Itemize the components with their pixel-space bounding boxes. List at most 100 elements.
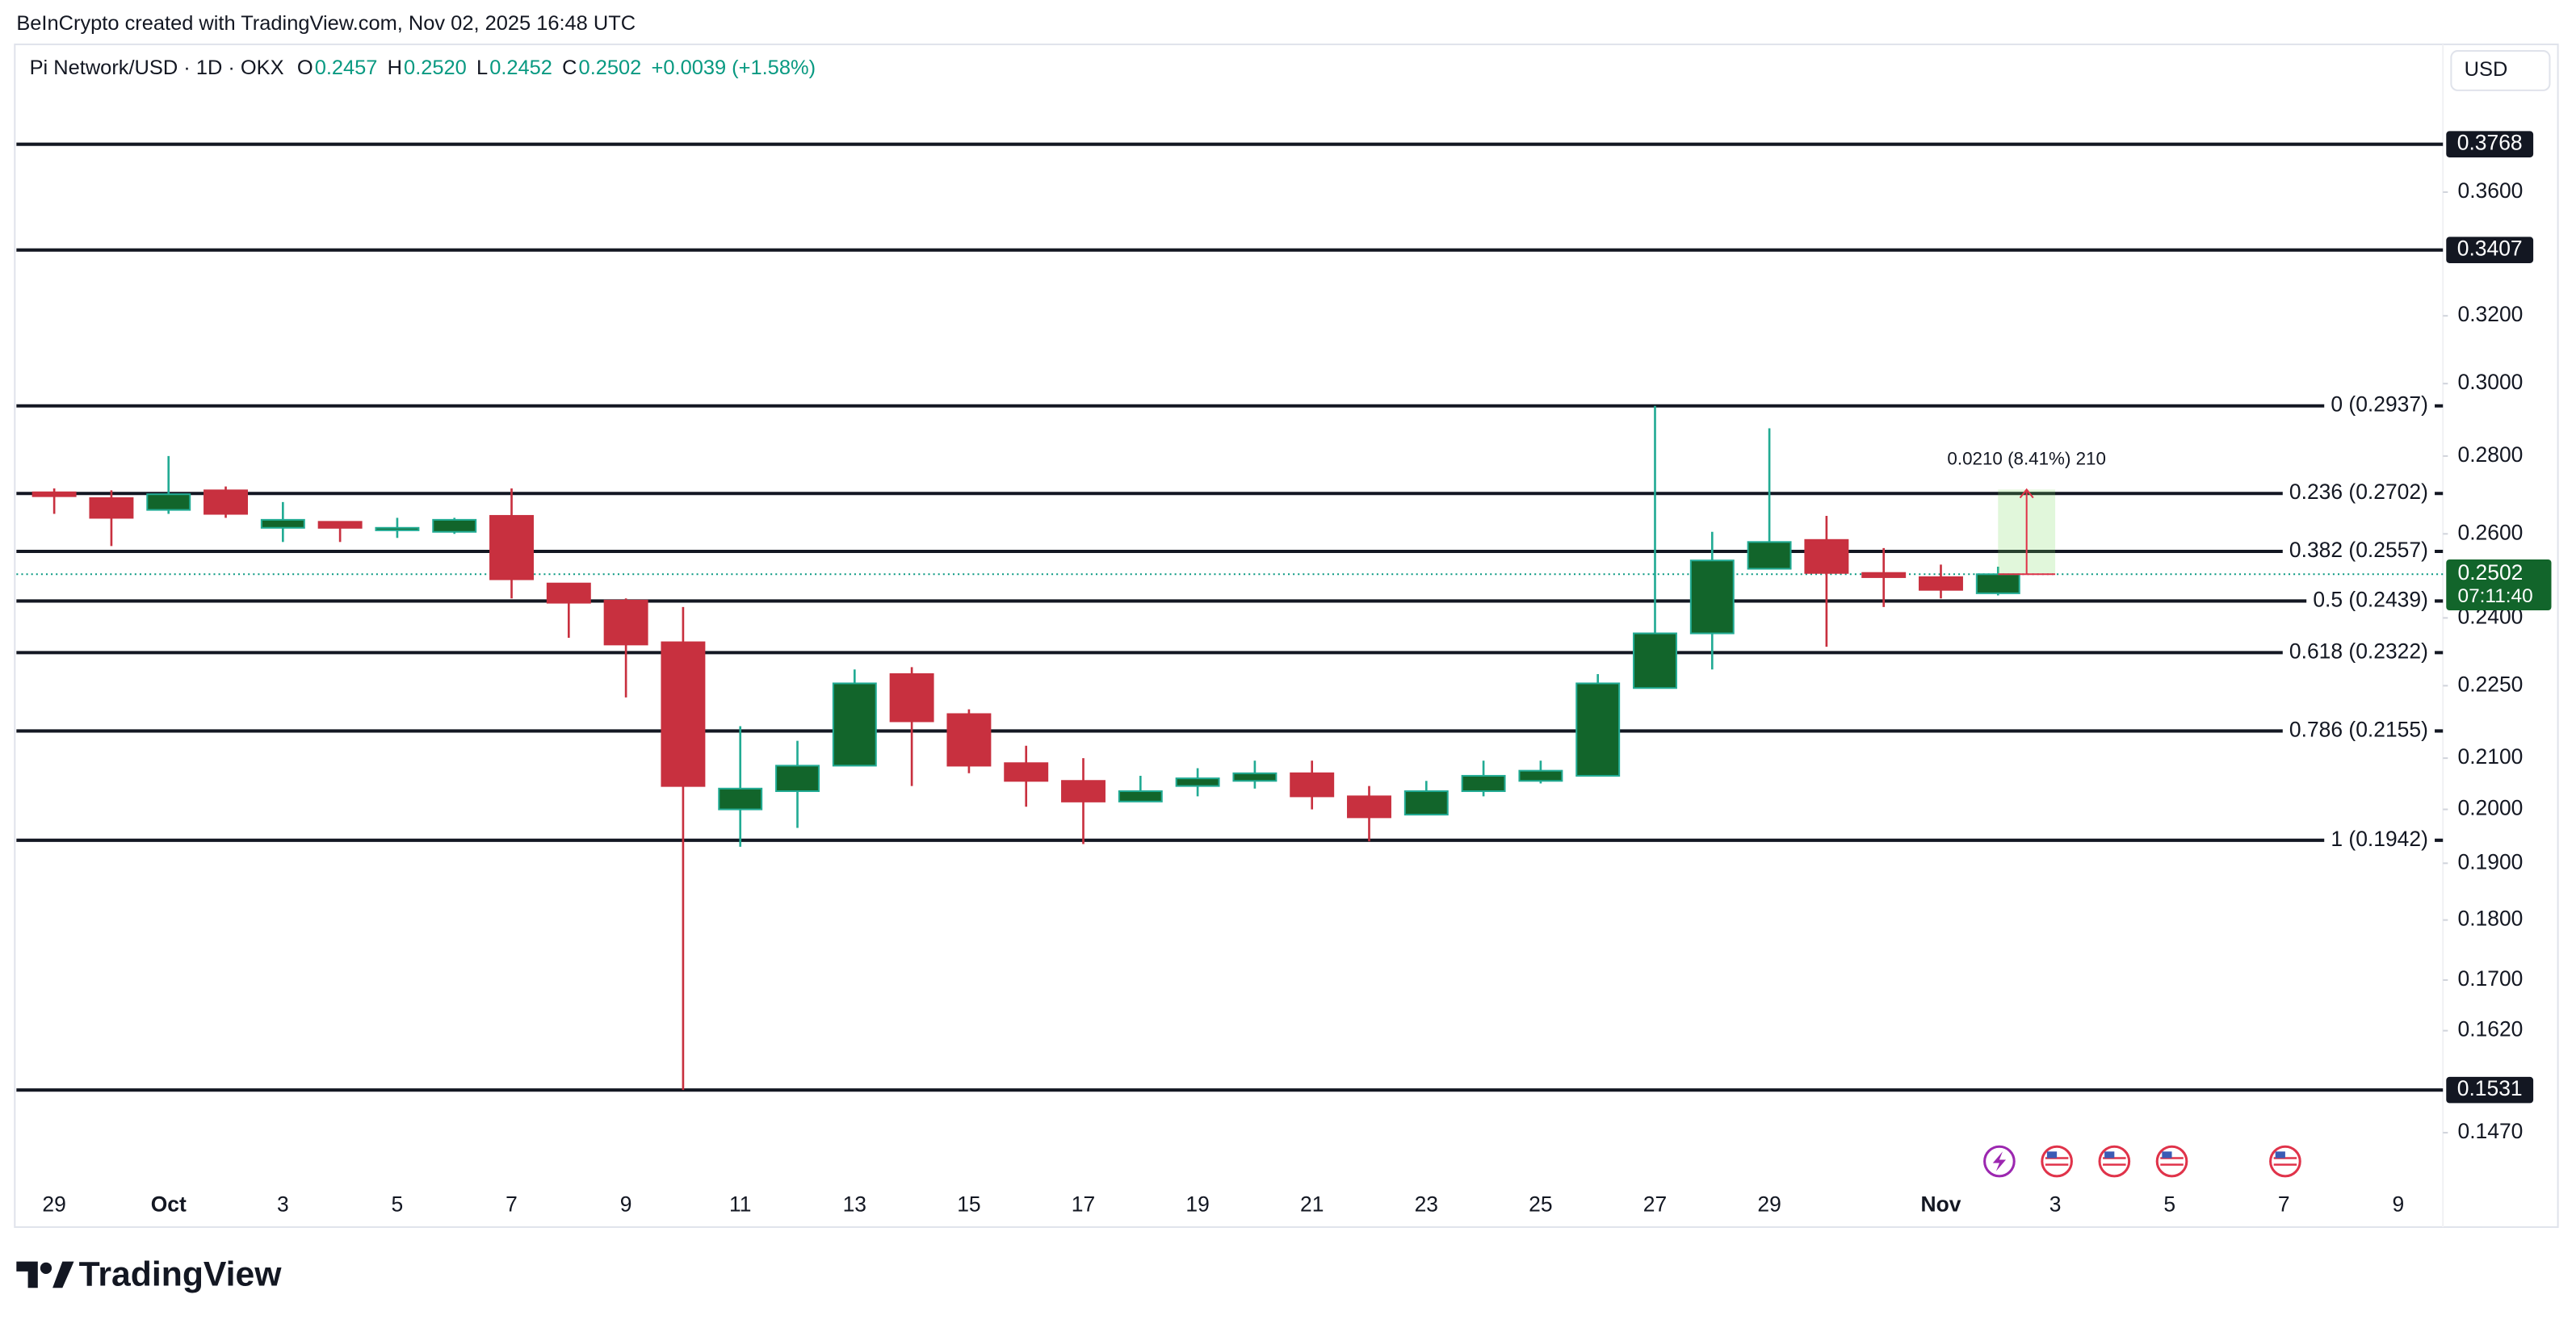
candle-body xyxy=(1061,780,1105,802)
fib-label: 0.618 (0.2322) xyxy=(2289,639,2428,663)
x-tick-label: 11 xyxy=(729,1192,751,1216)
current-price-label: 0.2502 xyxy=(2458,560,2524,584)
candle-body xyxy=(1861,572,1907,578)
y-tick-label: 0.1800 xyxy=(2458,907,2524,931)
candle-body xyxy=(1461,774,1506,793)
y-tick-label: 0.3000 xyxy=(2458,370,2524,394)
brand-name: TradingView xyxy=(79,1255,283,1293)
candle-body xyxy=(946,713,992,767)
price-badge xyxy=(2446,131,2534,157)
candle-body xyxy=(1804,538,1849,574)
candle-body xyxy=(432,518,477,533)
candle-body xyxy=(1689,559,1735,635)
x-tick-label: 3 xyxy=(277,1192,289,1216)
candle-body xyxy=(31,491,77,497)
brand-logo xyxy=(16,1261,74,1288)
measure-arrowhead xyxy=(2019,488,2034,499)
x-tick-label: 19 xyxy=(1185,1192,1209,1216)
price-badge-label: 0.3768 xyxy=(2457,131,2523,155)
y-tick-label: 0.2800 xyxy=(2458,442,2524,467)
candle-body xyxy=(1575,682,1621,777)
x-tick-label: Oct xyxy=(151,1192,187,1216)
candle-body xyxy=(1175,777,1220,787)
price-badge xyxy=(2446,237,2534,263)
y-tick-label: 0.3200 xyxy=(2458,302,2524,326)
event-icon[interactable] xyxy=(2041,1145,2073,1178)
candle-body xyxy=(1403,790,1449,816)
candle-body xyxy=(317,521,363,529)
legend-title: Pi Network/USD · 1D · OKX xyxy=(30,57,284,79)
fib-label: 0.382 (0.2557) xyxy=(2289,538,2428,562)
candle-body xyxy=(1290,772,1335,798)
price-badge-label: 0.1531 xyxy=(2457,1076,2523,1100)
legend-field-value: 0.2452 xyxy=(489,57,552,79)
currency-label[interactable]: USD xyxy=(2465,58,2508,81)
candle-body xyxy=(1004,762,1049,782)
x-tick-label: 3 xyxy=(2049,1192,2062,1216)
candle-body xyxy=(1975,573,2020,594)
event-icon[interactable] xyxy=(2269,1145,2301,1178)
candle-body xyxy=(661,641,706,787)
fib-label-bg xyxy=(2306,588,2435,614)
y-tick-label: 0.2250 xyxy=(2458,672,2524,696)
candle-body xyxy=(375,526,420,531)
x-tick-label: 25 xyxy=(1529,1192,1552,1216)
legend-field-label: H xyxy=(388,57,402,79)
candle-body xyxy=(718,787,763,811)
candle-body xyxy=(1232,772,1278,782)
legend-field-label: C xyxy=(562,57,577,79)
fib-label-bg xyxy=(2324,392,2435,420)
price-badge-label: 0.3407 xyxy=(2457,237,2523,261)
candle-body xyxy=(546,582,591,604)
fib-label: 0.5 (0.2439) xyxy=(2313,587,2428,611)
candle-body xyxy=(1347,795,1391,819)
candle-body xyxy=(1118,790,1163,802)
candle-body xyxy=(1518,769,1563,782)
y-tick-label: 0.2600 xyxy=(2458,520,2524,544)
fib-label-bg xyxy=(2324,827,2435,854)
fib-label: 1 (0.1942) xyxy=(2331,827,2428,851)
logo-mark xyxy=(40,1262,52,1274)
attribution: BeInCrypto created with TradingView.com,… xyxy=(16,12,636,35)
logo-mark xyxy=(52,1261,74,1288)
countdown-label: 07:11:40 xyxy=(2458,585,2533,607)
candle-body xyxy=(489,514,534,580)
x-tick-label: 7 xyxy=(2278,1192,2290,1216)
lightning-glyph xyxy=(1992,1151,2007,1171)
x-tick-label: 23 xyxy=(1415,1192,1438,1216)
candle-body xyxy=(1919,576,1963,591)
x-tick-label: 5 xyxy=(2163,1192,2175,1216)
x-tick-label: 5 xyxy=(392,1192,404,1216)
y-tick-label: 0.2100 xyxy=(2458,744,2524,769)
legend-field-label: L xyxy=(476,57,488,79)
candle-body xyxy=(89,497,134,519)
currency-button[interactable] xyxy=(2450,50,2551,91)
flag-canton xyxy=(2046,1151,2058,1158)
fib-label-bg xyxy=(2282,639,2435,666)
x-tick-label: 29 xyxy=(42,1192,65,1216)
candle-body xyxy=(775,765,820,793)
legend-field-label: O xyxy=(297,57,313,79)
event-icon[interactable] xyxy=(2155,1145,2188,1178)
measure-label: 0.0210 (8.41%) 210 xyxy=(1947,449,2106,469)
x-tick-label: 9 xyxy=(620,1192,632,1216)
x-tick-label: 7 xyxy=(506,1192,518,1216)
candle-body xyxy=(1747,541,1792,570)
logo-mark xyxy=(16,1261,38,1288)
legend: Pi Network/USD · 1D · OKX O 0.2457 H 0.2520 L… xyxy=(30,57,816,79)
x-tick-label: Nov xyxy=(1921,1192,1961,1216)
legend-field-value: 0.2502 xyxy=(579,57,642,79)
event-icon[interactable] xyxy=(2098,1145,2131,1178)
fib-label: 0.236 (0.2702) xyxy=(2289,480,2428,504)
x-tick-label: 9 xyxy=(2393,1192,2405,1216)
price-badge xyxy=(2446,1076,2534,1104)
flag-canton xyxy=(2162,1151,2172,1158)
y-tick-label: 0.1900 xyxy=(2458,849,2524,874)
x-tick-label: 15 xyxy=(957,1192,980,1216)
y-tick-label: 0.2000 xyxy=(2458,796,2524,820)
candle-body xyxy=(260,518,305,529)
x-tick-label: 17 xyxy=(1072,1192,1095,1216)
y-tick-label: 0.1470 xyxy=(2458,1119,2524,1143)
x-tick-label: 21 xyxy=(1300,1192,1324,1216)
